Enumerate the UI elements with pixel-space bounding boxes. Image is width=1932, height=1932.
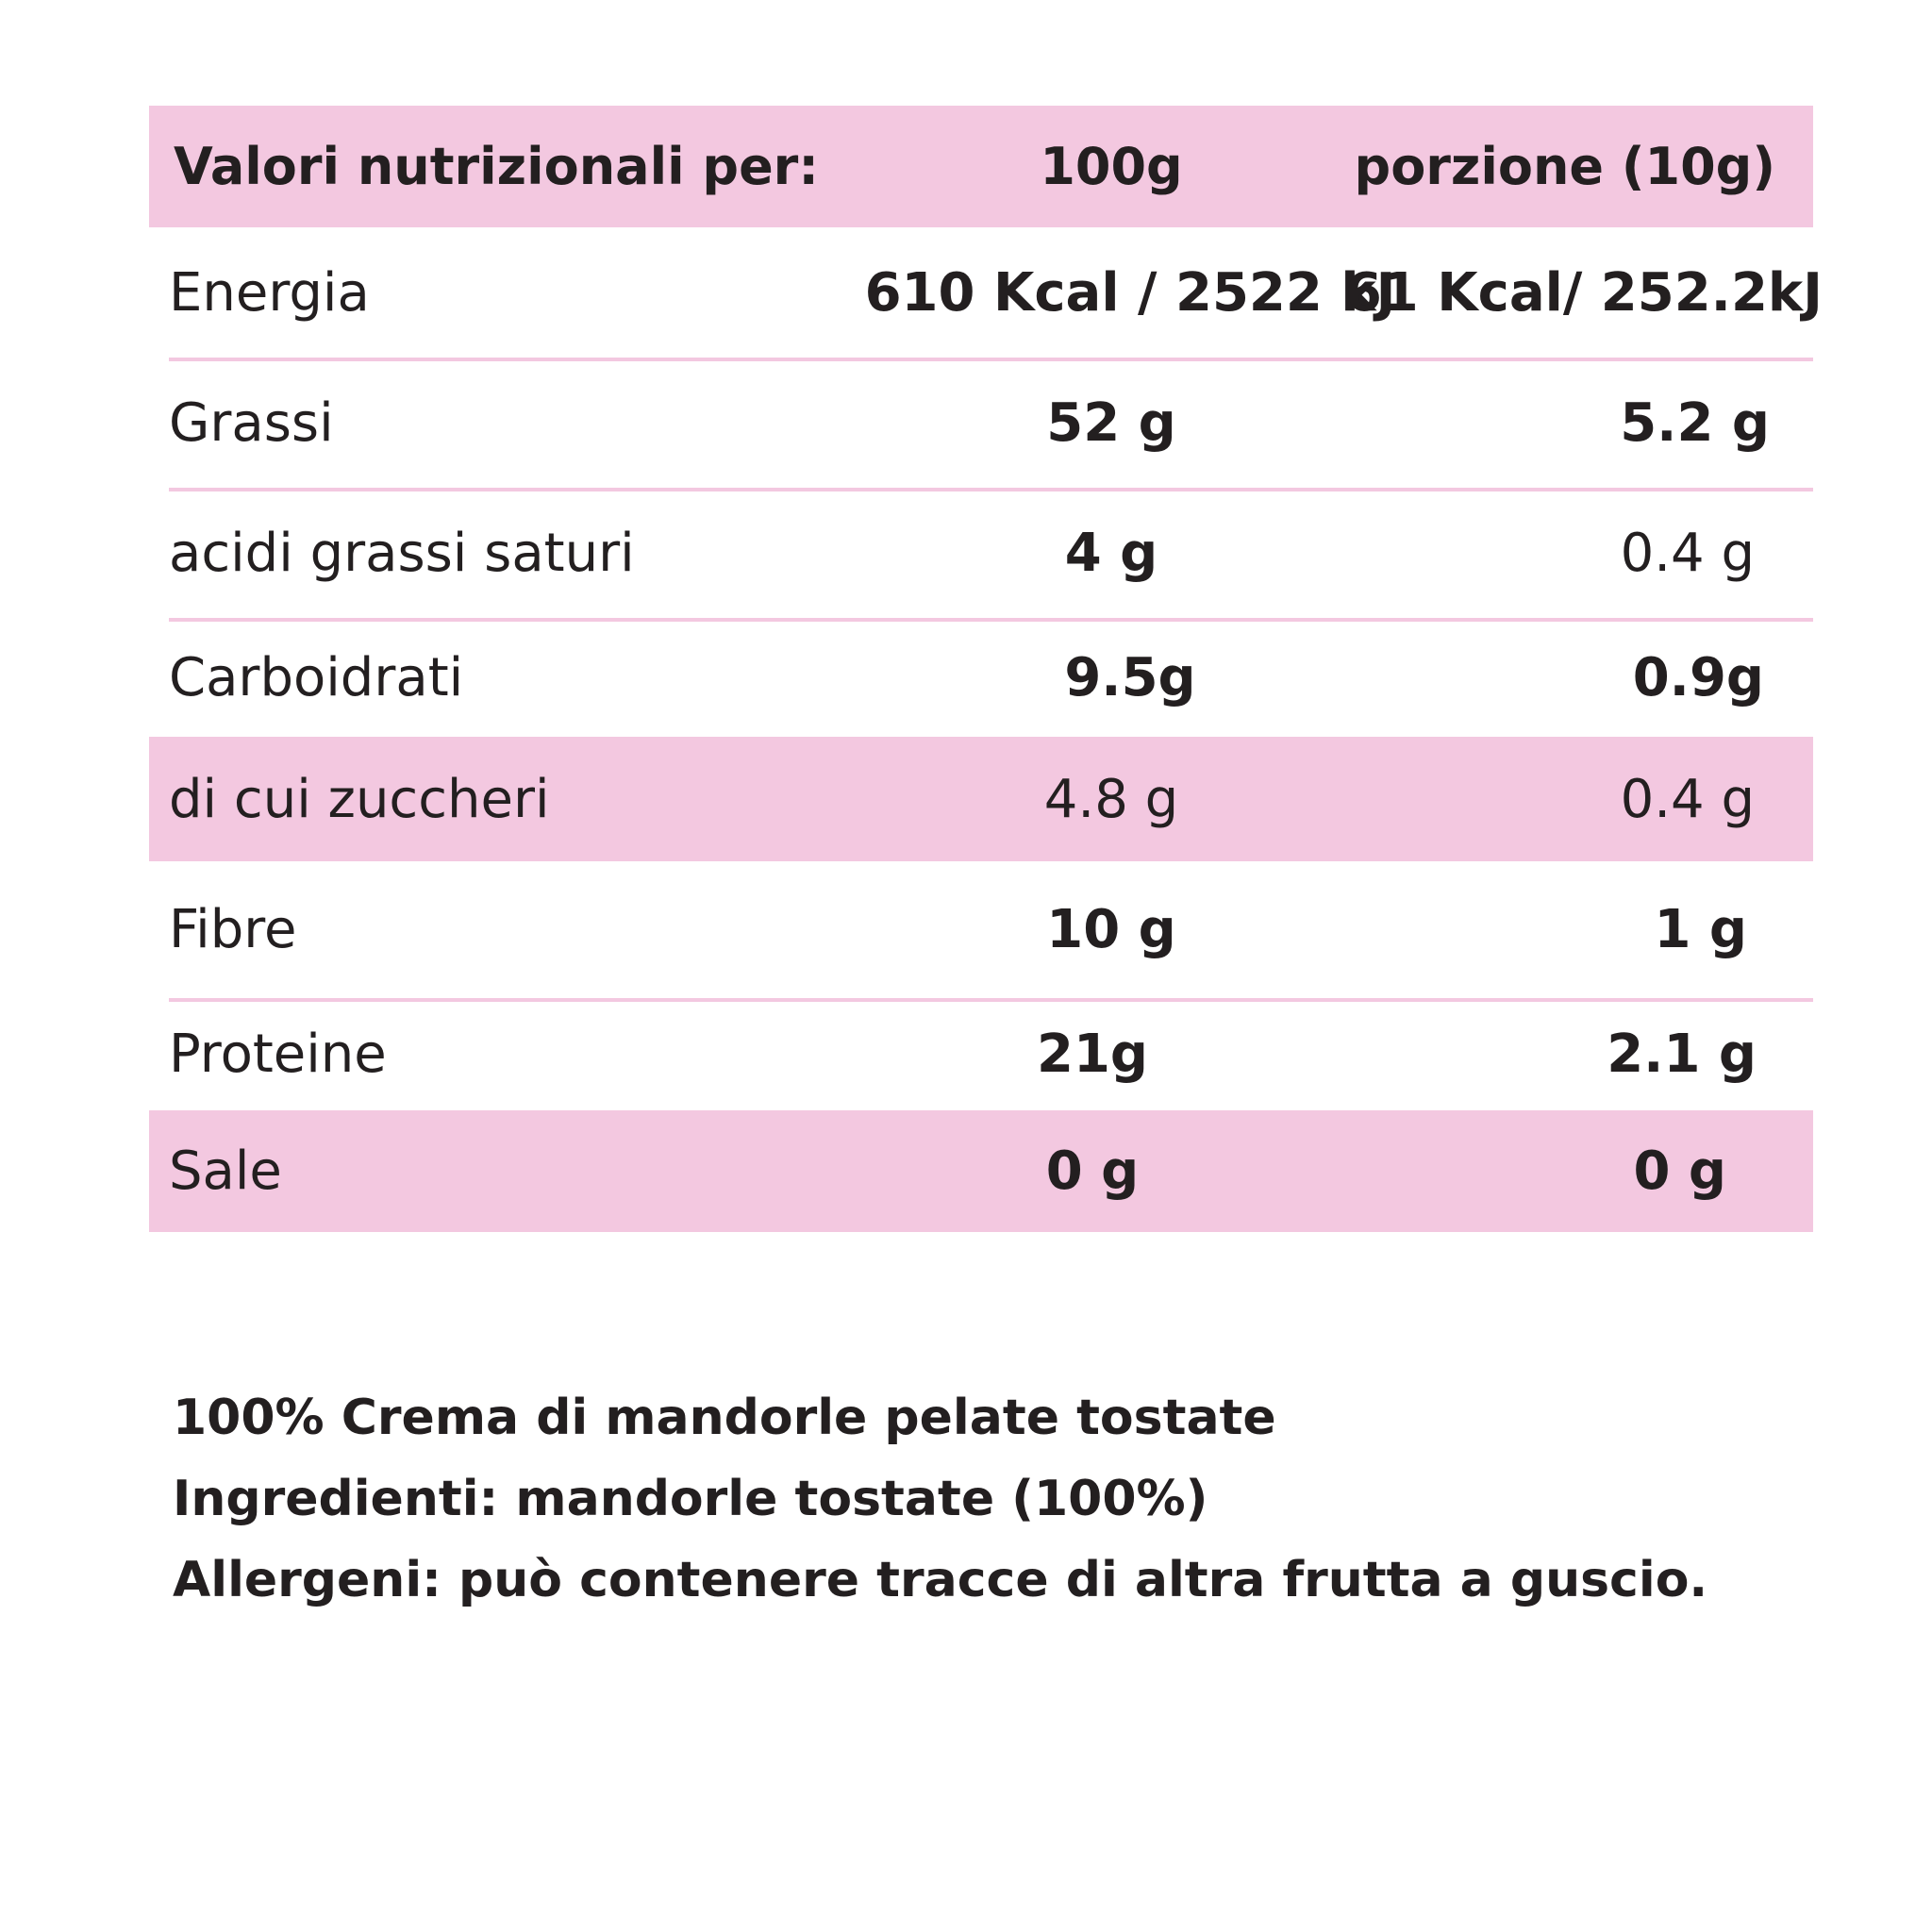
header-cell: porzione (10g) xyxy=(1354,137,1775,196)
cell: 610 Kcal / 2522 kJ xyxy=(864,261,1396,324)
cell: 5.2 g xyxy=(1620,391,1770,454)
row-label: Carboidrati xyxy=(169,646,464,708)
header-cell: 100g xyxy=(1040,137,1183,196)
ingredients-block: 100% Crema di mandorle pelate tostate In… xyxy=(173,1377,1707,1621)
row-label: Proteine xyxy=(169,1024,387,1085)
cell: 0.4 g xyxy=(1620,768,1755,830)
table-row: Grassi 52 g 5.2 g xyxy=(149,358,1813,488)
cell: 10 g xyxy=(1046,899,1176,960)
cell: 0 g xyxy=(1045,1141,1140,1202)
row-label: di cui zuccheri xyxy=(169,768,550,830)
footer-line: 100% Crema di mandorle pelate tostate xyxy=(173,1390,1276,1446)
footer-line: Ingredienti: mandorle tostate (100%) xyxy=(173,1471,1208,1527)
table-row: Fibre 10 g 1 g xyxy=(149,861,1813,998)
cell: 0.4 g xyxy=(1620,522,1755,584)
cell: 9.5g xyxy=(1064,646,1196,708)
cell: 1 g xyxy=(1654,899,1747,960)
row-label: Fibre xyxy=(169,899,297,960)
table-header: Valori nutrizionali per: 100g porzione (… xyxy=(149,106,1813,227)
row-label: Grassi xyxy=(169,391,334,454)
cell: 4 g xyxy=(1064,522,1158,584)
table-row: acidi grassi saturi 4 g 0.4 g xyxy=(149,488,1813,618)
header-cell: Valori nutrizionali per: xyxy=(174,137,819,196)
table-row: Carboidrati 9.5g 0.9g xyxy=(149,618,1813,737)
cell: 2.1 g xyxy=(1607,1024,1757,1085)
table-row: Sale 0 g 0 g xyxy=(149,1110,1813,1232)
row-label: Sale xyxy=(169,1141,282,1202)
cell: 0 g xyxy=(1633,1141,1726,1202)
table-row: di cui zuccheri 4.8 g 0.4 g xyxy=(149,737,1813,861)
cell: 21g xyxy=(1036,1024,1148,1085)
table-row: Energia 610 Kcal / 2522 kJ 61 Kcal/ 252.… xyxy=(149,227,1823,358)
footer-line: Allergeni: può contenere tracce di altra… xyxy=(173,1552,1708,1608)
cell: 4.8 g xyxy=(1043,768,1179,830)
cell: 0.9g xyxy=(1632,646,1764,708)
table-row: Proteine 21g 2.1 g xyxy=(149,998,1813,1110)
row-label: acidi grassi saturi xyxy=(169,522,635,584)
cell: 52 g xyxy=(1046,391,1176,454)
nutrition-table: Valori nutrizionali per: 100g porzione (… xyxy=(149,106,1823,1232)
row-label: Energia xyxy=(169,261,370,324)
cell: 61 Kcal/ 252.2kJ xyxy=(1344,261,1823,324)
